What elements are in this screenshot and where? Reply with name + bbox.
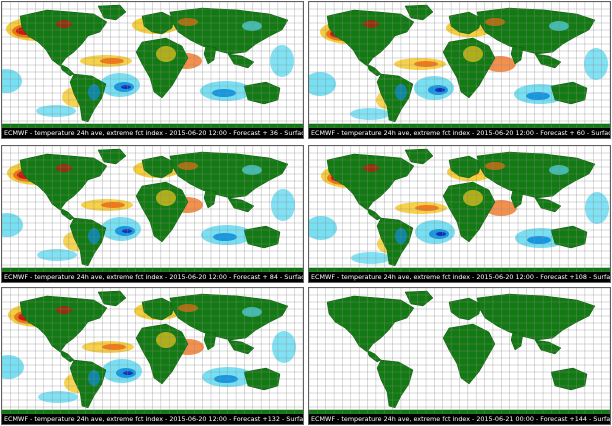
warm-anomaly-blob <box>463 46 483 62</box>
continent-north-america <box>326 295 415 353</box>
cool-anomaly-blob <box>242 21 262 31</box>
warm-anomaly-blob <box>415 205 439 211</box>
cool-anomaly-blob <box>2 213 23 237</box>
forecast-panel-108h[interactable]: ECMWF - temperature 24h ave, extreme fct… <box>308 145 611 283</box>
continent-asia <box>476 293 596 341</box>
warm-anomaly-blob <box>101 202 125 208</box>
continent-africa <box>442 323 496 385</box>
warm-anomaly-blob <box>56 20 72 28</box>
cool-anomaly-blob <box>527 236 551 244</box>
continent-north-america <box>326 9 415 67</box>
warm-anomaly-blob <box>463 190 483 206</box>
continent-north-america <box>326 153 415 211</box>
world-map <box>309 288 610 414</box>
panel-caption: ECMWF - temperature 24h ave, extreme fct… <box>2 272 303 282</box>
panel-caption: ECMWF - temperature 24h ave, extreme fct… <box>2 128 303 138</box>
world-map <box>2 2 303 128</box>
cool-anomaly-blob <box>309 216 337 240</box>
forecast-panel-84h[interactable]: ECMWF - temperature 24h ave, extreme fct… <box>1 145 304 283</box>
continent-asia <box>169 7 289 55</box>
warm-anomaly-blob <box>485 18 505 26</box>
continent-asia <box>476 7 596 55</box>
lat-lon-grid <box>2 146 303 272</box>
cool-anomaly-blob <box>271 189 295 221</box>
cool-anomaly-blob <box>549 165 569 175</box>
continent-central-america <box>59 63 75 77</box>
lat-lon-grid <box>309 2 610 128</box>
continent-central-america <box>59 207 75 221</box>
cool-anomaly-blob <box>123 371 133 375</box>
cool-anomaly-blob <box>584 48 608 80</box>
lat-lon-grid <box>2 288 303 414</box>
forecast-panel-144h[interactable]: ECMWF - temperature 24h ave, extreme fct… <box>308 287 611 425</box>
world-map <box>2 146 303 272</box>
world-map <box>309 2 610 128</box>
warm-anomaly-blob <box>102 344 126 350</box>
cool-anomaly-blob <box>2 69 22 93</box>
cool-anomaly-blob <box>549 21 569 31</box>
warm-anomaly-blob <box>178 304 198 312</box>
cool-anomaly-blob <box>435 88 445 92</box>
cool-anomaly-blob <box>272 331 296 363</box>
lat-lon-grid <box>309 288 610 414</box>
warm-anomaly-blob <box>56 164 72 172</box>
continent-central-america <box>366 63 382 77</box>
panel-caption: ECMWF - temperature 24h ave, extreme fct… <box>309 414 610 424</box>
warm-anomaly-blob <box>56 306 72 314</box>
continent-central-america <box>366 349 382 363</box>
continent-central-america <box>59 349 75 363</box>
cool-anomaly-blob <box>309 72 336 96</box>
lat-lon-grid <box>309 146 610 272</box>
world-map <box>2 288 303 414</box>
forecast-panel-60h[interactable]: ECMWF - temperature 24h ave, extreme fct… <box>308 1 611 139</box>
warm-anomaly-blob <box>363 164 379 172</box>
cool-anomaly-blob <box>585 192 609 224</box>
cool-anomaly-blob <box>242 165 262 175</box>
cool-anomaly-blob <box>2 355 24 379</box>
cool-anomaly-blob <box>436 232 446 236</box>
warm-anomaly-blob <box>156 332 176 348</box>
warm-anomaly-blob <box>485 162 505 170</box>
warm-anomaly-blob <box>363 20 379 28</box>
panel-caption: ECMWF - temperature 24h ave, extreme fct… <box>309 272 610 282</box>
warm-anomaly-blob <box>178 18 198 26</box>
lat-lon-grid <box>2 2 303 128</box>
continent-central-america <box>366 207 382 221</box>
continent-asia <box>476 151 596 199</box>
cool-anomaly-blob <box>121 85 131 89</box>
world-map <box>309 146 610 272</box>
warm-anomaly-blob <box>156 190 176 206</box>
continent-north-america <box>19 153 108 211</box>
cool-anomaly-blob <box>242 307 262 317</box>
warm-anomaly-blob <box>100 58 124 64</box>
continent-asia <box>169 293 289 341</box>
panel-caption: ECMWF - temperature 24h ave, extreme fct… <box>309 128 610 138</box>
forecast-panel-132h[interactable]: ECMWF - temperature 24h ave, extreme fct… <box>1 287 304 425</box>
continent-north-america <box>19 295 108 353</box>
continent-north-america <box>19 9 108 67</box>
continent-asia <box>169 151 289 199</box>
forecast-panel-36h[interactable]: ECMWF - temperature 24h ave, extreme fct… <box>1 1 304 139</box>
warm-anomaly-blob <box>156 46 176 62</box>
cool-anomaly-blob <box>526 92 550 100</box>
cool-anomaly-blob <box>122 229 132 233</box>
warm-anomaly-blob <box>178 162 198 170</box>
cool-anomaly-blob <box>270 45 294 77</box>
panel-caption: ECMWF - temperature 24h ave, extreme fct… <box>2 414 303 424</box>
